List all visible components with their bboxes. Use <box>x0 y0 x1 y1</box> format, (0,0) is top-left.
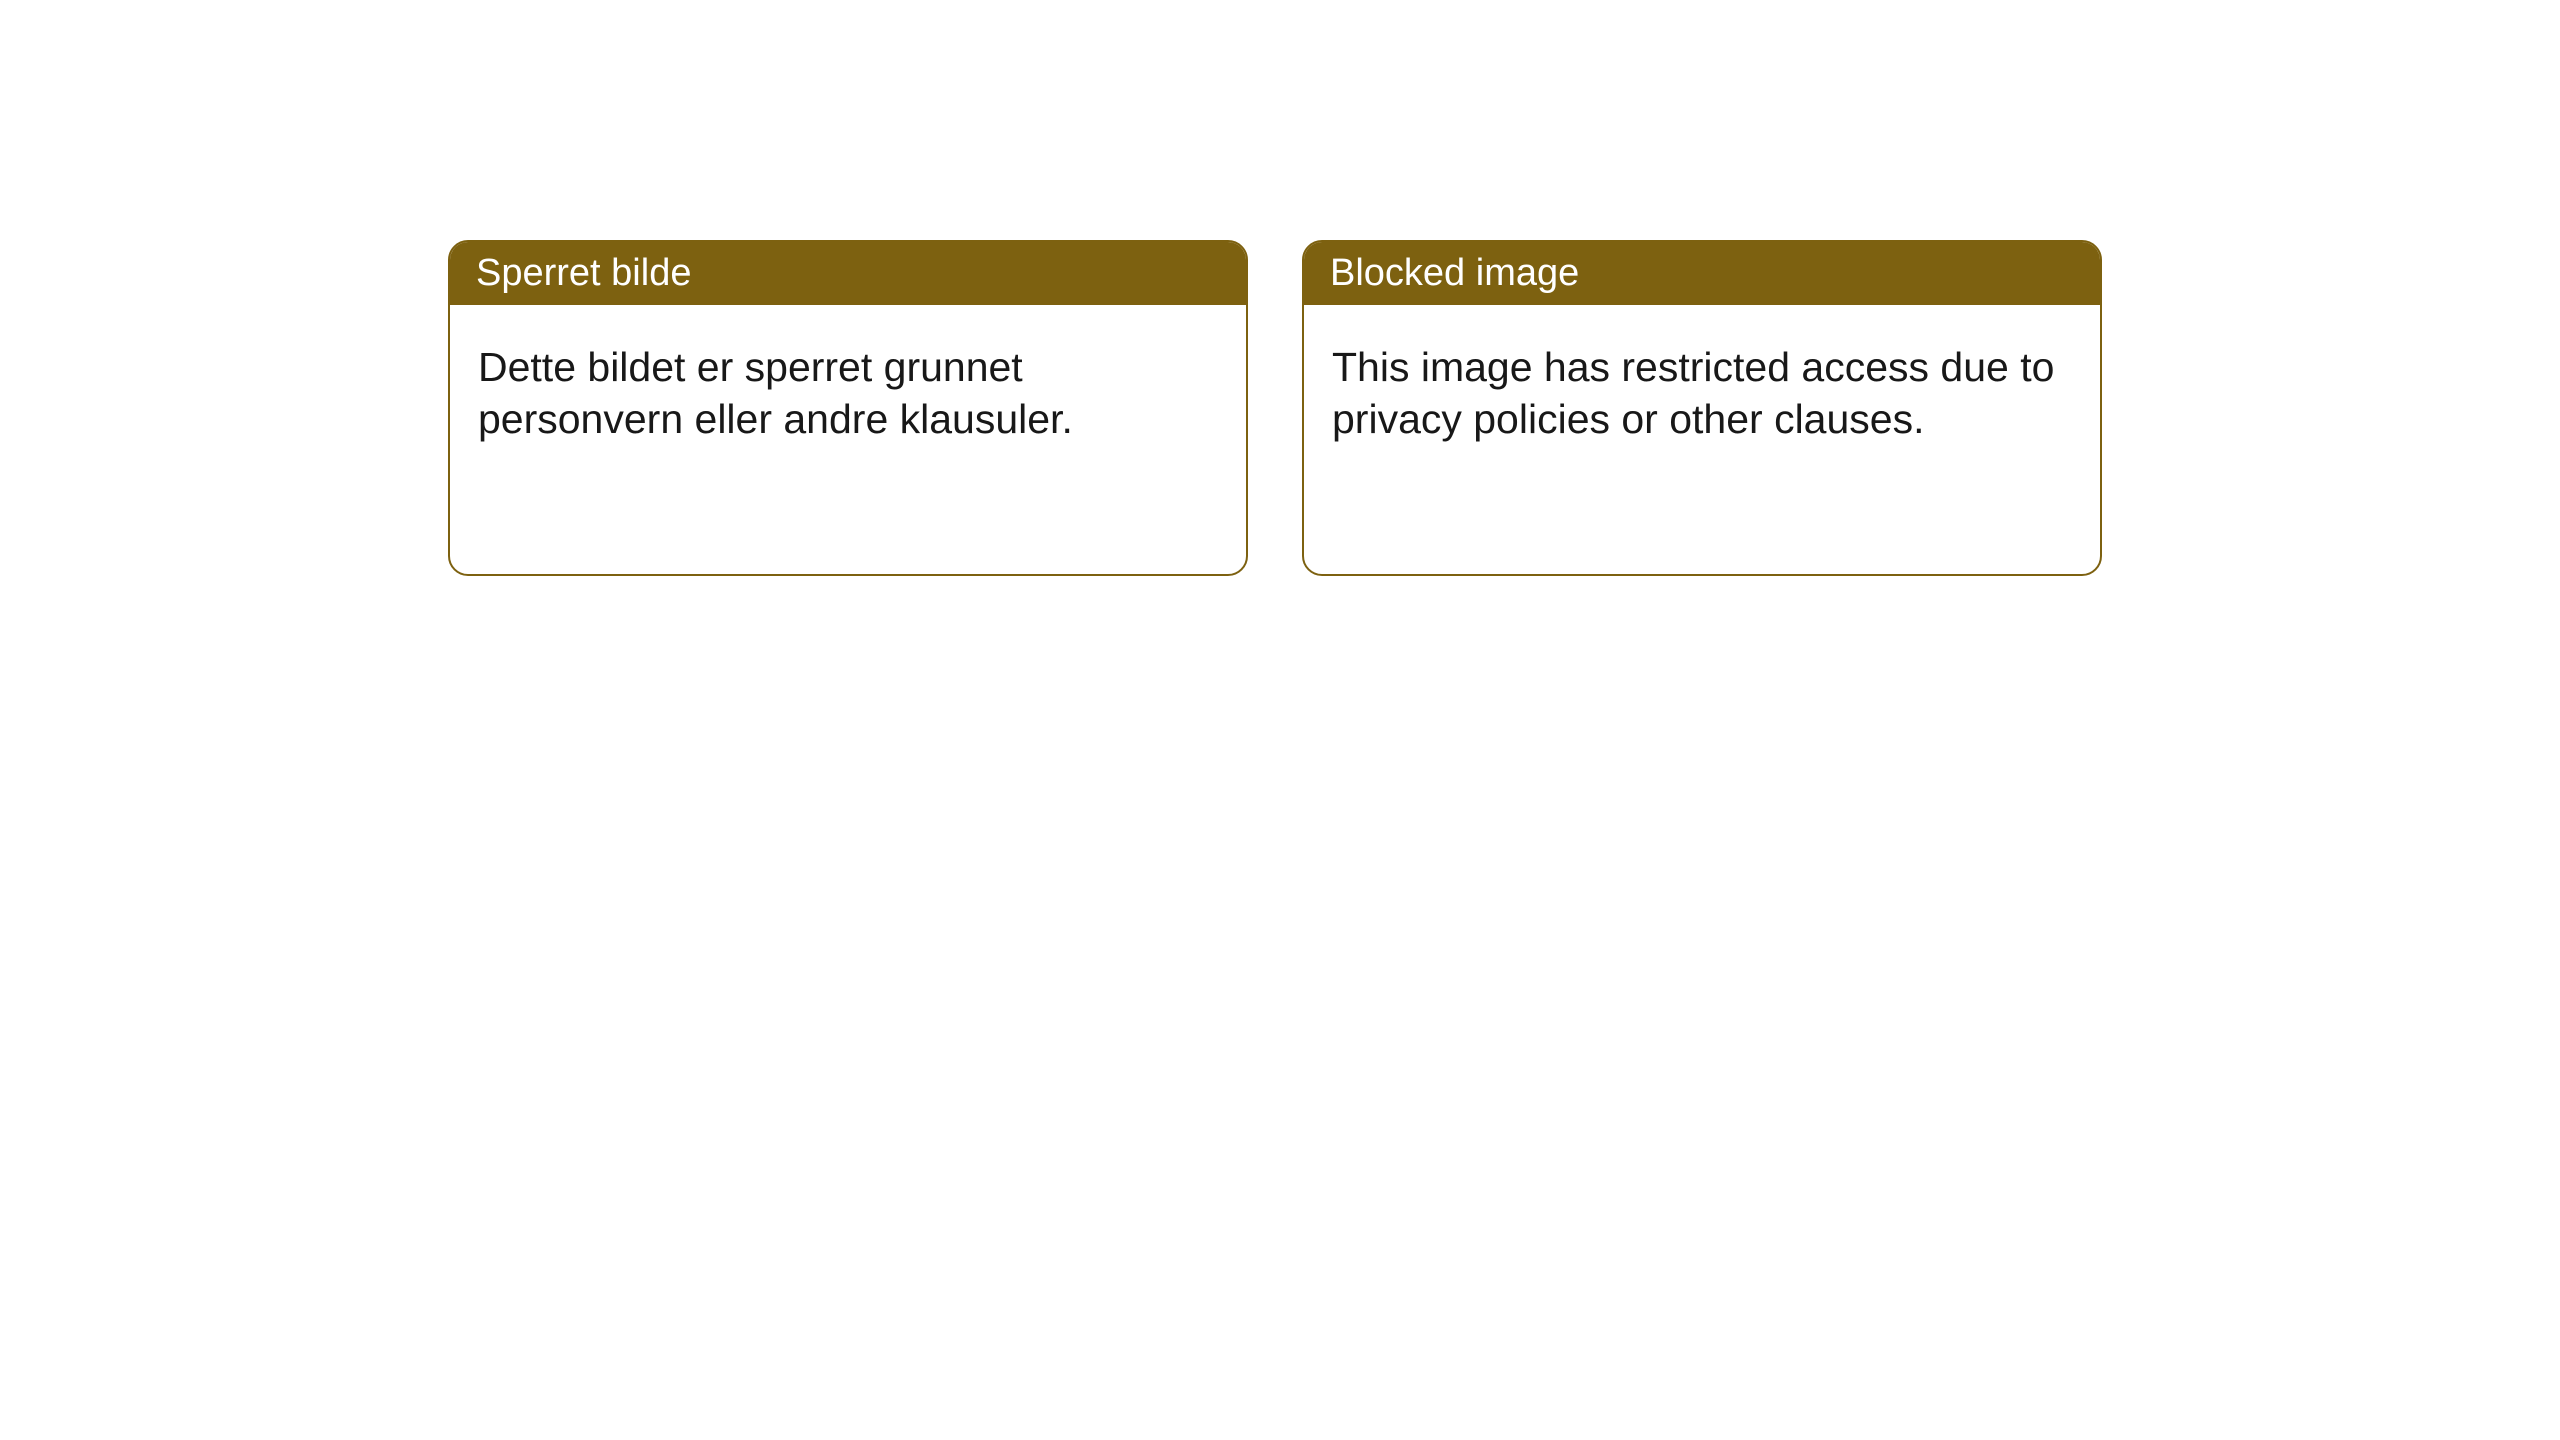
notice-body: This image has restricted access due to … <box>1304 305 2100 482</box>
notice-header: Sperret bilde <box>450 242 1246 305</box>
notice-card-english: Blocked image This image has restricted … <box>1302 240 2102 576</box>
notice-body: Dette bildet er sperret grunnet personve… <box>450 305 1246 482</box>
notice-card-norwegian: Sperret bilde Dette bildet er sperret gr… <box>448 240 1248 576</box>
notice-cards-container: Sperret bilde Dette bildet er sperret gr… <box>448 240 2102 576</box>
notice-header: Blocked image <box>1304 242 2100 305</box>
